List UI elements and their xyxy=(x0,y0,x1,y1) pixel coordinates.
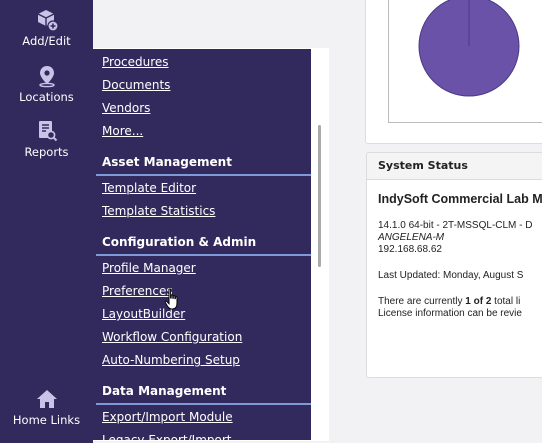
chart-area xyxy=(388,0,542,123)
host-name: ANGELENA-M xyxy=(378,232,445,243)
menu-item-profile-manager[interactable]: Profile Manager xyxy=(102,261,196,275)
license-usage: There are currently 1 of 2 total li xyxy=(378,296,542,308)
system-status-header: System Status xyxy=(367,153,542,180)
nav-home-links[interactable]: Home Links xyxy=(0,387,93,427)
menu-item-procedures[interactable]: Procedures xyxy=(102,55,169,69)
menu-divider xyxy=(96,403,311,405)
nav-add-edit-label: Add/Edit xyxy=(22,34,71,48)
menu-divider xyxy=(96,254,311,256)
license-count: 1 of 2 xyxy=(465,296,492,307)
pie-chart xyxy=(418,0,520,97)
report-search-icon xyxy=(38,121,57,142)
menu-item-workflow-configuration[interactable]: Workflow Configuration xyxy=(102,330,243,344)
nav-reports[interactable]: Reports xyxy=(0,119,93,159)
nav-rail: Add/Edit Locations Reports Home Links xyxy=(0,0,93,443)
add-box-icon xyxy=(37,10,59,32)
license-suffix: total li xyxy=(491,296,521,307)
system-status-body: IndySoft Commercial Lab M 14.1.0 64-bit … xyxy=(367,180,542,332)
pie-slice xyxy=(418,0,520,97)
nav-add-edit[interactable]: Add/Edit xyxy=(0,8,93,48)
chart-card xyxy=(365,0,542,144)
product-name: IndySoft Commercial Lab M xyxy=(378,192,542,206)
nav-reports-label: Reports xyxy=(24,145,69,159)
menu-heading-asset-management: Asset Management xyxy=(102,155,232,169)
hand-pointer-icon xyxy=(164,288,178,310)
menu-item-vendors[interactable]: Vendors xyxy=(102,101,151,115)
menu-scrollbar[interactable] xyxy=(311,49,328,440)
ip-address: 192.168.68.62 xyxy=(378,244,442,255)
system-status-card: System Status IndySoft Commercial Lab M … xyxy=(366,152,542,378)
license-prefix: There are currently xyxy=(378,296,466,307)
menu-item-preferences[interactable]: Preferences xyxy=(102,284,173,298)
menu-divider xyxy=(96,174,311,176)
last-updated: Last Updated: Monday, August S xyxy=(378,270,524,281)
add-edit-dropdown-menu: Procedures Documents Vendors More... Ass… xyxy=(93,48,329,441)
menu-item-export-import-module[interactable]: Export/Import Module xyxy=(102,410,233,424)
menu-item-layoutbuilder[interactable]: LayoutBuilder xyxy=(102,307,186,321)
location-pin-icon xyxy=(38,66,55,88)
nav-locations-label: Locations xyxy=(19,90,74,104)
menu-item-auto-numbering-setup[interactable]: Auto-Numbering Setup xyxy=(102,353,240,367)
nav-locations[interactable]: Locations xyxy=(0,64,93,104)
nav-home-links-label: Home Links xyxy=(12,413,81,427)
menu-item-documents[interactable]: Documents xyxy=(102,78,171,92)
menu-heading-data-management: Data Management xyxy=(102,384,227,398)
menu-item-template-editor[interactable]: Template Editor xyxy=(102,181,197,195)
menu-item-template-statistics[interactable]: Template Statistics xyxy=(102,204,216,218)
version-text: 14.1.0 64-bit - 2T-MSSQL-CLM - D xyxy=(378,220,533,231)
menu-item-more[interactable]: More... xyxy=(102,124,144,138)
home-icon xyxy=(36,390,57,408)
menu-scrollbar-thumb[interactable] xyxy=(318,125,321,267)
menu-heading-configuration-admin: Configuration & Admin xyxy=(102,235,257,249)
menu-item-legacy-export-import[interactable]: Legacy Export/Import xyxy=(102,433,232,441)
license-info: License information can be revie xyxy=(378,308,522,319)
